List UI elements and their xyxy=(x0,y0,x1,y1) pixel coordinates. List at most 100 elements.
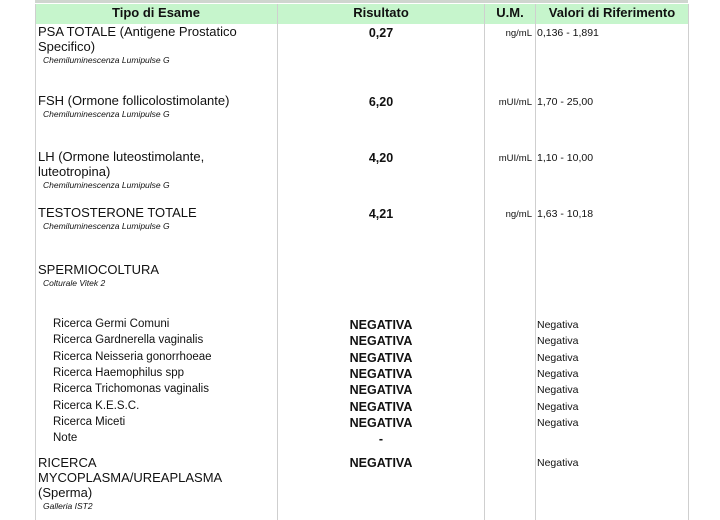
exam-name-text: LH (Ormone luteostimolante, luteotropina… xyxy=(38,149,205,179)
sub-exam-name-text: Ricerca K.E.S.C. xyxy=(53,399,140,412)
result-value: NEGATIVA xyxy=(278,334,484,349)
unit-value-text: mUI/mL xyxy=(498,97,532,108)
result-value: NEGATIVA xyxy=(278,318,484,333)
reference-range-text: 1,63 - 10,18 xyxy=(537,208,594,220)
divider xyxy=(535,4,536,520)
result-value-text: 4,21 xyxy=(368,207,394,221)
sub-exam-name-text: Ricerca Haemophilus spp xyxy=(53,366,185,379)
exam-name: LH (Ormone luteostimolante, luteotropina… xyxy=(38,149,274,191)
reference-range-text: 0,136 - 1,891 xyxy=(537,27,599,39)
exam-name-text: RICERCA MYCOPLASMA/UREAPLASMA (Sperma) xyxy=(38,455,222,500)
reference-range: 1,63 - 10,18 xyxy=(537,207,593,222)
method-label: Chemiluminescenza Lumipulse G xyxy=(43,109,170,119)
reference-range: 1,70 - 25,00 xyxy=(537,95,593,110)
unit-value-text: mUI/mL xyxy=(498,153,532,164)
result-value-text: NEGATIVA xyxy=(349,456,413,470)
exam-name: TESTOSTERONE TOTALE Chemiluminescenza Lum… xyxy=(38,205,274,232)
result-value-text: NEGATIVA xyxy=(349,383,413,398)
reference-range: 0,136 - 1,891 xyxy=(537,26,599,41)
reference-range-text: Negativa xyxy=(537,416,579,429)
result-value: NEGATIVA xyxy=(278,400,484,415)
result-value: NEGATIVA xyxy=(278,367,484,382)
method-label: Chemiluminescenza Lumipulse G xyxy=(43,180,170,190)
unit-value-text: ng/mL xyxy=(505,209,532,220)
reference-range-text: Negativa xyxy=(537,457,579,469)
sub-exam-name-text: Ricerca Trichomonas vaginalis xyxy=(53,383,209,396)
top-rule xyxy=(35,0,688,3)
unit-value: mUI/mL xyxy=(486,95,532,110)
reference-range: Negativa xyxy=(537,400,578,415)
sub-exam-name: Note xyxy=(53,431,77,446)
reference-range-text: Negativa xyxy=(537,367,579,380)
reference-range-text: 1,70 - 25,00 xyxy=(537,96,594,108)
result-value: - xyxy=(278,432,484,447)
result-value-text: NEGATIVA xyxy=(349,399,413,414)
reference-range: Negativa xyxy=(537,383,578,398)
reference-range-text: Negativa xyxy=(537,335,579,348)
reference-range: Negativa xyxy=(537,416,578,431)
result-value: 6,20 xyxy=(278,95,484,110)
reference-range-text: Negativa xyxy=(537,351,579,364)
method-label: Chemiluminescenza Lumipulse G xyxy=(43,221,170,231)
exam-name: RICERCA MYCOPLASMA/UREAPLASMA (Sperma) Ga… xyxy=(38,455,274,512)
sub-exam-name: Ricerca Gardnerella vaginalis xyxy=(53,333,203,348)
result-value: 4,20 xyxy=(278,151,484,166)
table-header xyxy=(35,4,688,24)
sub-exam-name: Ricerca Germi Comuni xyxy=(53,317,169,332)
header-exam: Tipo di Esame xyxy=(112,5,200,20)
reference-range-text: Negativa xyxy=(537,384,579,397)
exam-name-text: PSA TOTALE (Antigene Prostatico Specific… xyxy=(38,24,237,54)
result-value-text: NEGATIVA xyxy=(349,366,413,381)
exam-name-text: SPERMIOCOLTURA xyxy=(38,262,160,277)
divider xyxy=(484,4,485,520)
divider xyxy=(688,4,689,520)
reference-range: Negativa xyxy=(537,367,578,382)
sub-exam-name-text: Note xyxy=(53,432,78,445)
sub-exam-name-text: Ricerca Gardnerella vaginalis xyxy=(53,334,204,347)
result-value: NEGATIVA xyxy=(278,383,484,398)
sub-exam-name: Ricerca K.E.S.C. xyxy=(53,399,139,414)
result-value-text: 6,20 xyxy=(368,95,394,109)
sub-exam-name: Ricerca Miceti xyxy=(53,415,125,430)
unit-value: ng/mL xyxy=(486,26,532,41)
unit-value: mUI/mL xyxy=(486,151,532,166)
header-unit: U.M. xyxy=(496,5,524,20)
result-value-text: NEGATIVA xyxy=(349,318,413,332)
exam-name-text: FSH (Ormone follicolostimolante) xyxy=(38,93,230,108)
result-value: 4,21 xyxy=(278,207,484,222)
exam-name: PSA TOTALE (Antigene Prostatico Specific… xyxy=(38,24,274,66)
unit-value: ng/mL xyxy=(486,207,532,222)
reference-range: Negativa xyxy=(537,318,578,333)
reference-range-text: Negativa xyxy=(537,400,579,413)
unit-value-text: ng/mL xyxy=(505,28,532,39)
result-value-text: 4,20 xyxy=(368,151,394,165)
method-label: Colturale Vitek 2 xyxy=(43,278,106,288)
sub-exam-name-text: Ricerca Miceti xyxy=(53,415,126,428)
header-reference: Valori di Riferimento xyxy=(548,5,676,20)
exam-name: SPERMIOCOLTURA Colturale Vitek 2 xyxy=(38,262,274,289)
result-value-text: NEGATIVA xyxy=(349,334,413,349)
exam-name: FSH (Ormone follicolostimolante) Chemilum… xyxy=(38,93,274,120)
divider xyxy=(277,4,278,520)
result-value-text: NEGATIVA xyxy=(349,350,413,365)
result-value: NEGATIVA xyxy=(278,456,484,471)
sub-exam-name: Ricerca Trichomonas vaginalis xyxy=(53,382,209,397)
reference-range-text: Negativa xyxy=(537,319,579,331)
result-value-text: 0,27 xyxy=(368,26,394,40)
reference-range: Negativa xyxy=(537,351,578,366)
result-value-text: NEGATIVA xyxy=(349,415,413,430)
divider xyxy=(35,4,36,520)
result-value-text: - xyxy=(378,432,384,447)
result-value: 0,27 xyxy=(278,26,484,41)
sub-exam-name: Ricerca Haemophilus spp xyxy=(53,366,184,381)
sub-exam-name-text: Ricerca Germi Comuni xyxy=(53,318,170,330)
method-label: Chemiluminescenza Lumipulse G xyxy=(43,55,170,65)
sub-exam-name: Ricerca Neisseria gonorrhoeae xyxy=(53,350,212,365)
result-value: NEGATIVA xyxy=(278,351,484,366)
exam-name-text: TESTOSTERONE TOTALE xyxy=(38,205,197,220)
sub-exam-name-text: Ricerca Neisseria gonorrhoeae xyxy=(53,350,212,363)
reference-range: Negativa xyxy=(537,456,578,471)
reference-range: 1,10 - 10,00 xyxy=(537,151,593,166)
reference-range: Negativa xyxy=(537,334,578,349)
header-result: Risultato xyxy=(353,5,409,20)
